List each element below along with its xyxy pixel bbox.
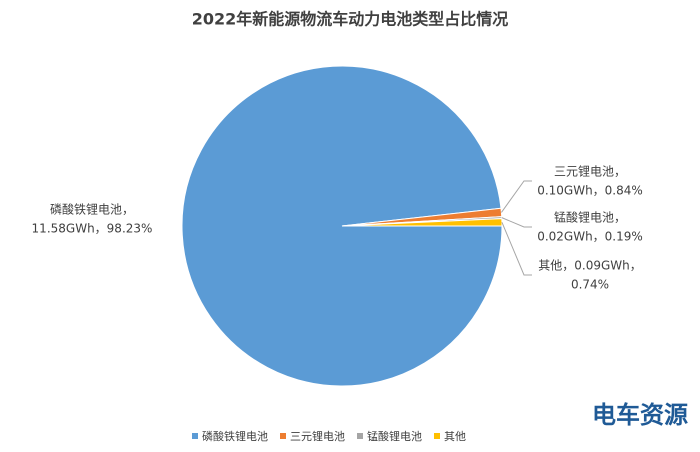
data-label: 三元锂电池， xyxy=(554,164,626,179)
data-label: 锰酸锂电池， xyxy=(554,210,626,225)
data-label: 0.02GWh，0.19% xyxy=(537,230,643,244)
data-label: 磷酸铁锂电池， xyxy=(50,202,134,217)
data-label: 其他，0.09GWh， xyxy=(538,259,642,273)
legend-swatch xyxy=(280,433,286,439)
leader-line xyxy=(501,222,532,276)
legend-swatch xyxy=(434,433,440,439)
legend-label: 磷酸铁锂电池 xyxy=(202,429,268,443)
legend-label: 三元锂电池 xyxy=(290,429,345,443)
chart-title: 2022年新能源物流车动力电池类型占比情况 xyxy=(192,10,509,29)
legend-swatch xyxy=(192,433,198,439)
data-label: 11.58GWh，98.23% xyxy=(32,222,153,236)
pie-slice xyxy=(341,218,503,227)
legend-swatch xyxy=(357,433,363,439)
legend-label: 其他 xyxy=(444,430,466,443)
legend-label: 锰酸锂电池 xyxy=(367,429,422,443)
data-label: 0.10GWh，0.84% xyxy=(537,184,643,198)
leader-line xyxy=(501,217,532,228)
leader-line xyxy=(501,180,532,213)
watermark: 电车资源 xyxy=(592,401,688,429)
data-label: 0.74% xyxy=(571,278,609,292)
